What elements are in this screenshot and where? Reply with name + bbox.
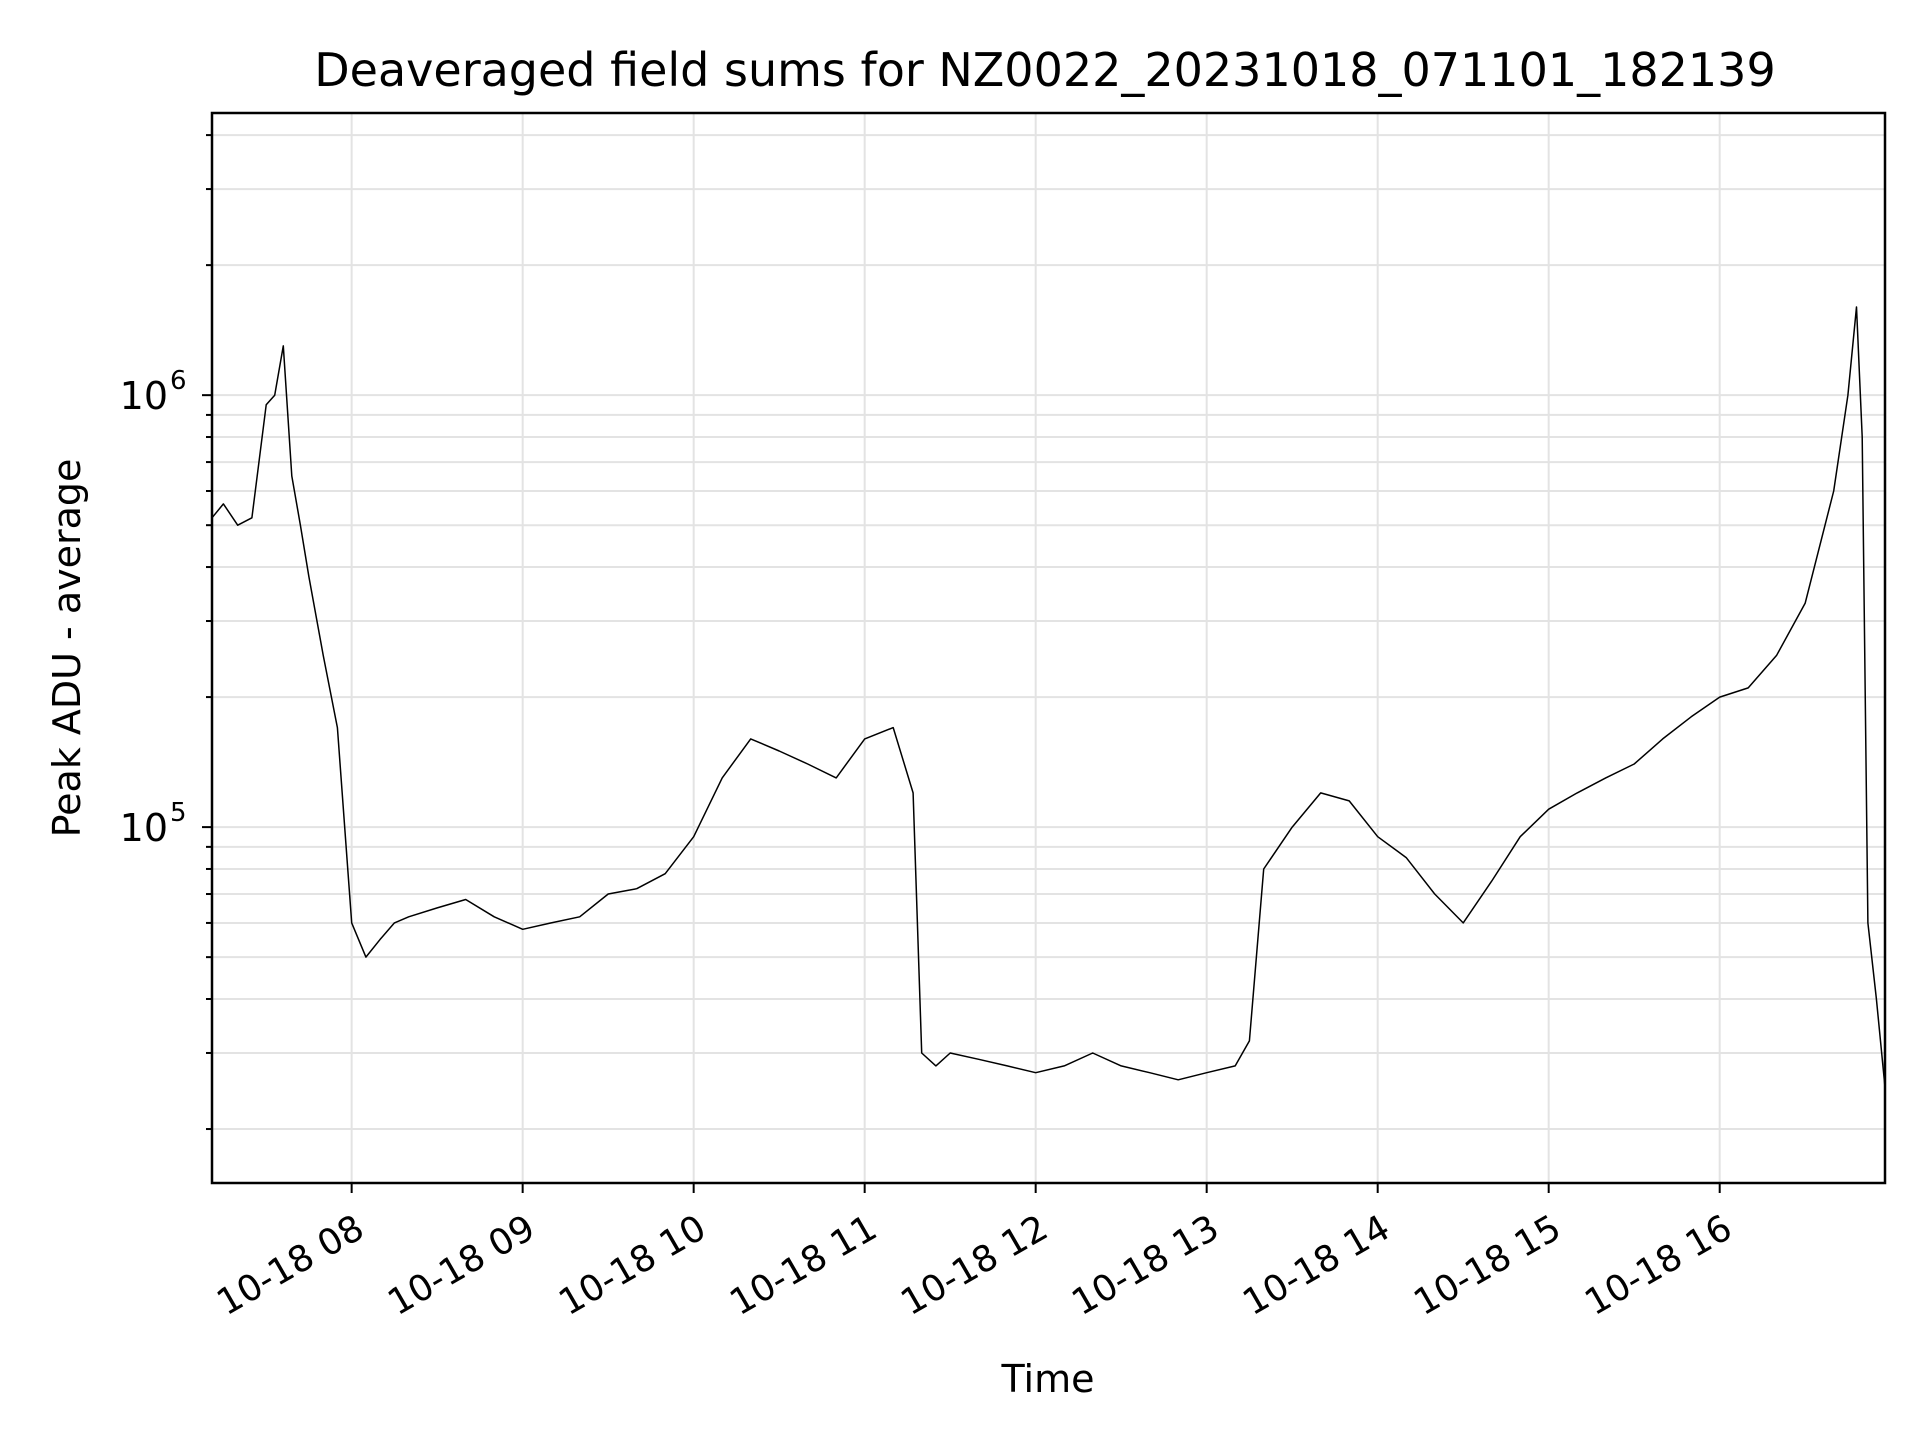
plot-frame: [210, 111, 1887, 1185]
x-axis: 10-18 08 10-18 09 10-18 10 10-18 11 10-18 12…: [210, 1183, 1739, 1324]
x-axis-label: Time: [1001, 1357, 1095, 1401]
x-tick-label: 10-18 10: [552, 1207, 713, 1323]
x-tick-label: 10-18 09: [381, 1207, 542, 1323]
x-tick-label: 10-18 11: [723, 1207, 884, 1323]
y-tick-label: 10: [120, 806, 168, 850]
grid: [212, 113, 1885, 1183]
data-series: [211, 306, 1886, 1088]
y-axis-label: Peak ADU - average: [45, 459, 89, 838]
x-tick-label: 10-18 08: [210, 1207, 371, 1323]
x-tick-label: 10-18 15: [1407, 1207, 1568, 1323]
x-tick-label: 10-18 16: [1578, 1207, 1739, 1323]
data-line: [211, 306, 1886, 1088]
x-tick-label: 10-18 13: [1065, 1207, 1226, 1323]
y-tick-label-exponent: 5: [170, 798, 187, 828]
y-tick-label: 10: [120, 374, 168, 418]
chart-title: Deaveraged field sums for NZ0022_2023101…: [314, 43, 1775, 97]
x-tick-label: 10-18 12: [894, 1207, 1055, 1323]
y-tick-label-exponent: 6: [170, 366, 187, 396]
x-tick-label: 10-18 14: [1236, 1207, 1397, 1323]
